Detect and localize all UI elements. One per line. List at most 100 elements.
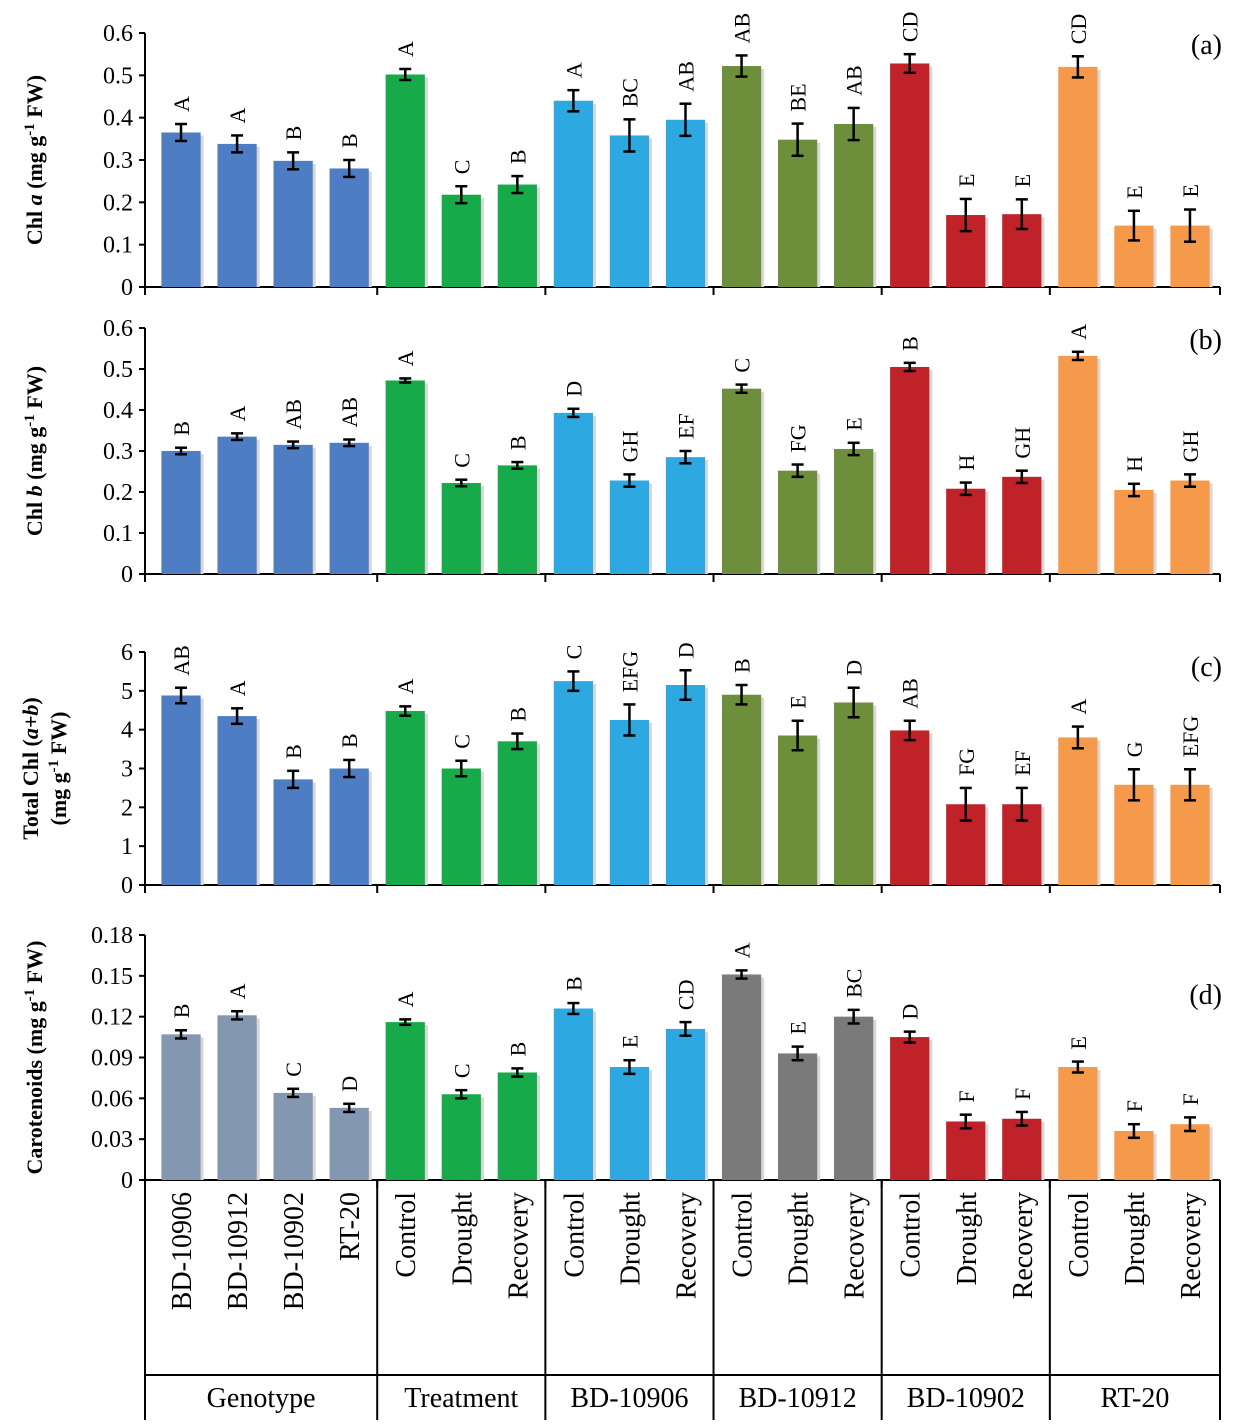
group-label: Genotype bbox=[207, 1383, 316, 1414]
y-axis-label: Carotenoids (mg g-1 FW) bbox=[22, 941, 47, 1175]
significance-letter: A bbox=[561, 62, 586, 78]
significance-letter: A bbox=[225, 680, 250, 696]
y-tick-label: 3 bbox=[121, 757, 133, 783]
y-axis-label: Chl b (mg g-1 FW) bbox=[22, 366, 47, 536]
bar bbox=[273, 1092, 313, 1180]
panel-label: (a) bbox=[1191, 30, 1222, 61]
y-axis-label-part: FW) bbox=[22, 366, 47, 414]
bar bbox=[553, 100, 594, 287]
y-tick-label: 0.15 bbox=[91, 964, 133, 990]
y-tick-label: 2 bbox=[121, 795, 133, 821]
bar bbox=[497, 741, 537, 885]
significance-letter: A bbox=[730, 942, 755, 958]
bar bbox=[553, 1008, 594, 1180]
significance-letter: EF bbox=[674, 413, 699, 439]
y-tick-label: 0.5 bbox=[103, 63, 133, 89]
significance-letter: D bbox=[337, 1076, 362, 1092]
y-axis-label-part: Total Chl ( bbox=[18, 739, 43, 840]
y-axis-label-part: -1 bbox=[46, 760, 62, 773]
bar bbox=[497, 1072, 537, 1180]
significance-letter: A bbox=[1066, 324, 1091, 340]
bar bbox=[161, 695, 201, 885]
category-label: Control bbox=[728, 1192, 759, 1278]
bar bbox=[946, 488, 986, 574]
y-tick-label: 0 bbox=[121, 275, 133, 301]
significance-letter: A bbox=[169, 96, 194, 112]
category-label: Drought bbox=[784, 1192, 815, 1286]
y-axis-label-part: b bbox=[22, 485, 47, 496]
bar bbox=[609, 480, 650, 574]
significance-letter: E bbox=[786, 695, 811, 708]
significance-letter: BC bbox=[617, 78, 642, 107]
panel-2: 0 0.1 0.2 0.3 0.4 0.5 0.6 B A AB AB A C B D GH EF C FG E B H G… bbox=[22, 316, 1222, 588]
bar bbox=[665, 1028, 706, 1180]
category-label: BD-10906 bbox=[167, 1192, 198, 1310]
significance-letter: A bbox=[393, 350, 418, 366]
bar bbox=[217, 716, 257, 885]
significance-letter: B bbox=[337, 733, 362, 748]
bar bbox=[665, 685, 706, 885]
significance-letter: C bbox=[281, 1062, 306, 1077]
y-tick-label: 0.2 bbox=[103, 480, 133, 506]
y-axis-label-part: (mg g bbox=[46, 772, 71, 825]
significance-letter: CD bbox=[898, 12, 923, 43]
significance-letter: E bbox=[954, 173, 979, 186]
bar bbox=[777, 470, 818, 574]
significance-letter: B bbox=[730, 658, 755, 673]
bar bbox=[385, 711, 425, 885]
bar bbox=[721, 66, 762, 288]
significance-letter: D bbox=[898, 1004, 923, 1020]
significance-letter: E bbox=[842, 417, 867, 430]
bar bbox=[890, 730, 930, 885]
significance-letter: F bbox=[1010, 1088, 1035, 1100]
y-tick-label: 0.6 bbox=[103, 316, 133, 342]
category-label: Drought bbox=[1120, 1192, 1151, 1286]
bar bbox=[1002, 476, 1042, 574]
significance-letter: E bbox=[1066, 1036, 1091, 1049]
bar bbox=[1058, 737, 1098, 885]
category-label: Drought bbox=[447, 1192, 478, 1286]
significance-letter: B bbox=[505, 149, 530, 164]
significance-letter: B bbox=[505, 435, 530, 450]
significance-letter: B bbox=[898, 336, 923, 351]
y-axis-label-part: (mg g bbox=[22, 427, 47, 486]
significance-letter: A bbox=[393, 678, 418, 694]
y-tick-label: 0.3 bbox=[103, 439, 133, 465]
y-axis-label-part: Chl bbox=[22, 496, 47, 536]
significance-letter: C bbox=[561, 645, 586, 660]
bar bbox=[273, 779, 313, 885]
bar bbox=[553, 681, 594, 885]
bar bbox=[1058, 66, 1098, 287]
y-axis-label-part: (mg g bbox=[22, 136, 47, 195]
y-tick-label: 6 bbox=[121, 640, 133, 666]
bar bbox=[441, 482, 481, 574]
panel-1: 00.10.20.30.40.50.6AABBACBABCABABBEABCDE… bbox=[22, 12, 1222, 301]
significance-letter: A bbox=[225, 107, 250, 123]
significance-letter: D bbox=[842, 660, 867, 676]
significance-letter: H bbox=[1122, 456, 1147, 472]
significance-letter: B bbox=[169, 421, 194, 436]
y-tick-label: 5 bbox=[121, 679, 133, 705]
bar bbox=[665, 119, 706, 288]
significance-letter: AB bbox=[674, 61, 699, 92]
significance-letter: B bbox=[169, 1004, 194, 1019]
significance-letter: E bbox=[617, 1035, 642, 1048]
significance-letter: C bbox=[449, 160, 474, 175]
bar bbox=[609, 719, 650, 885]
panel-label: (c) bbox=[1191, 652, 1222, 683]
bar bbox=[946, 1121, 986, 1180]
bar bbox=[1114, 489, 1154, 574]
bar bbox=[161, 132, 201, 287]
significance-letter: AB bbox=[842, 65, 867, 96]
significance-letter: AB bbox=[730, 13, 755, 44]
bar bbox=[1002, 1118, 1042, 1180]
y-tick-label: 0.06 bbox=[91, 1086, 133, 1112]
bar bbox=[777, 1053, 818, 1180]
significance-letter: A bbox=[225, 405, 250, 421]
bar bbox=[890, 366, 930, 574]
bar bbox=[329, 768, 369, 885]
significance-letter: G bbox=[1122, 741, 1147, 757]
panel-label: (d) bbox=[1189, 980, 1222, 1011]
y-tick-label: 0.4 bbox=[103, 398, 133, 424]
